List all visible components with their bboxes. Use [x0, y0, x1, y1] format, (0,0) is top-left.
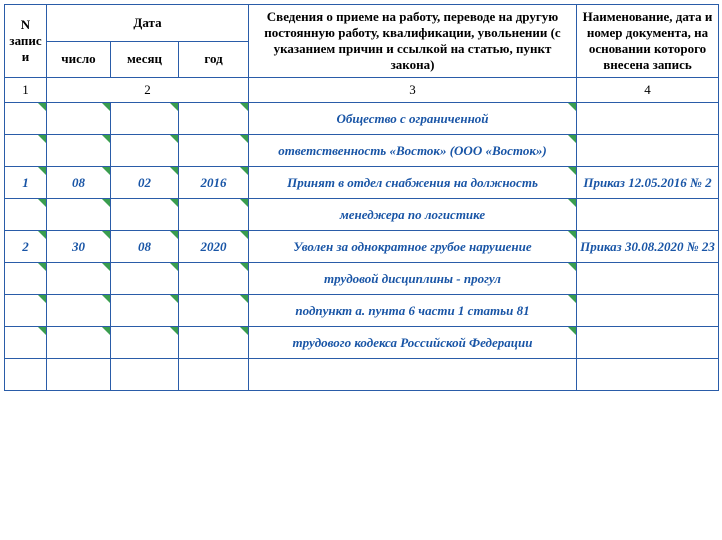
cell-record-number: 1 [5, 167, 47, 199]
cell-day [47, 103, 111, 135]
cell-month [111, 295, 179, 327]
header-day: число [47, 41, 111, 78]
entry-text: трудового кодекса Российской Федерации [293, 335, 533, 350]
cell-record-number [5, 199, 47, 231]
table-row: ответственность «Восток» (ООО «Восток») [5, 135, 719, 167]
cell-month: 02 [111, 167, 179, 199]
cell-year [179, 327, 249, 359]
cell-day [47, 327, 111, 359]
table-row: 1 08 02 2016 Принят в отдел снабжения на дол… [5, 167, 719, 199]
header-record-number: N записи [5, 5, 47, 78]
table-row: Общество с ограниченной [5, 103, 719, 135]
cell-info: Принят в отдел снабжения на должность [249, 167, 577, 199]
cell-info [249, 359, 577, 391]
entry-text: трудовой дисциплины - прогул [324, 271, 501, 286]
cell-year: 2016 [179, 167, 249, 199]
column-number-row: 1 2 3 4 [5, 78, 719, 103]
cell-year [179, 135, 249, 167]
labor-record-table: N записи Дата Сведения о приеме на работ… [4, 4, 719, 391]
cell-month [111, 359, 179, 391]
cell-doc [577, 359, 719, 391]
header-doc: Наименование, дата и номер документа, на… [577, 5, 719, 78]
entry-text: 2 [22, 239, 29, 254]
entry-text: 02 [138, 175, 151, 190]
cell-doc: Приказ 12.05.2016 № 2 [577, 167, 719, 199]
cell-year [179, 295, 249, 327]
cell-month [111, 327, 179, 359]
table-row: трудового кодекса Российской Федерации [5, 327, 719, 359]
cell-day [47, 135, 111, 167]
cell-record-number [5, 295, 47, 327]
colnum-4: 4 [577, 78, 719, 103]
cell-month: 08 [111, 231, 179, 263]
cell-doc [577, 295, 719, 327]
cell-doc: Приказ 30.08.2020 № 23 [577, 231, 719, 263]
cell-month [111, 199, 179, 231]
cell-year: 2020 [179, 231, 249, 263]
cell-info: трудового кодекса Российской Федерации [249, 327, 577, 359]
cell-info: Уволен за однократное грубое нарушение [249, 231, 577, 263]
entry-text: 1 [22, 175, 29, 190]
entry-text: 08 [72, 175, 85, 190]
entry-text: Принят в отдел снабжения на должность [287, 175, 538, 190]
entry-text: Приказ 30.08.2020 № 23 [580, 239, 715, 254]
cell-month [111, 135, 179, 167]
cell-day [47, 199, 111, 231]
entry-text: менеджера по логистике [340, 207, 485, 222]
table-row: 2 30 08 2020 Уволен за однократное грубое на… [5, 231, 719, 263]
header-year: год [179, 41, 249, 78]
entry-text: 30 [72, 239, 85, 254]
entry-text: Уволен за однократное грубое нарушение [293, 239, 531, 254]
cell-doc [577, 103, 719, 135]
cell-record-number [5, 263, 47, 295]
cell-day [47, 295, 111, 327]
entry-text: 2020 [201, 239, 227, 254]
colnum-2: 2 [47, 78, 249, 103]
cell-doc [577, 263, 719, 295]
header-month: месяц [111, 41, 179, 78]
entry-text: подпункт а. пунта 6 части 1 статьи 81 [295, 303, 529, 318]
cell-month [111, 103, 179, 135]
cell-record-number [5, 103, 47, 135]
cell-month [111, 263, 179, 295]
cell-year [179, 263, 249, 295]
cell-doc [577, 327, 719, 359]
cell-doc [577, 199, 719, 231]
cell-info: трудовой дисциплины - прогул [249, 263, 577, 295]
cell-day [47, 359, 111, 391]
entry-text: Общество с ограниченной [336, 111, 488, 126]
cell-year [179, 359, 249, 391]
cell-year [179, 199, 249, 231]
colnum-1: 1 [5, 78, 47, 103]
colnum-3: 3 [249, 78, 577, 103]
cell-doc [577, 135, 719, 167]
entry-text: 08 [138, 239, 151, 254]
cell-info: ответственность «Восток» (ООО «Восток») [249, 135, 577, 167]
entry-text: 2016 [201, 175, 227, 190]
cell-info: подпункт а. пунта 6 части 1 статьи 81 [249, 295, 577, 327]
entry-text: ответственность «Восток» (ООО «Восток») [278, 143, 547, 158]
table-row: подпункт а. пунта 6 части 1 статьи 81 [5, 295, 719, 327]
cell-record-number: 2 [5, 231, 47, 263]
cell-day: 30 [47, 231, 111, 263]
table-row [5, 359, 719, 391]
cell-record-number [5, 135, 47, 167]
cell-info: менеджера по логистике [249, 199, 577, 231]
header-info: Сведения о приеме на работу, переводе на… [249, 5, 577, 78]
cell-info: Общество с ограниченной [249, 103, 577, 135]
cell-day [47, 263, 111, 295]
cell-record-number [5, 359, 47, 391]
cell-year [179, 103, 249, 135]
cell-day: 08 [47, 167, 111, 199]
table-row: менеджера по логистике [5, 199, 719, 231]
header-date: Дата [47, 5, 249, 42]
entry-text: Приказ 12.05.2016 № 2 [583, 175, 711, 190]
table-row: трудовой дисциплины - прогул [5, 263, 719, 295]
cell-record-number [5, 327, 47, 359]
